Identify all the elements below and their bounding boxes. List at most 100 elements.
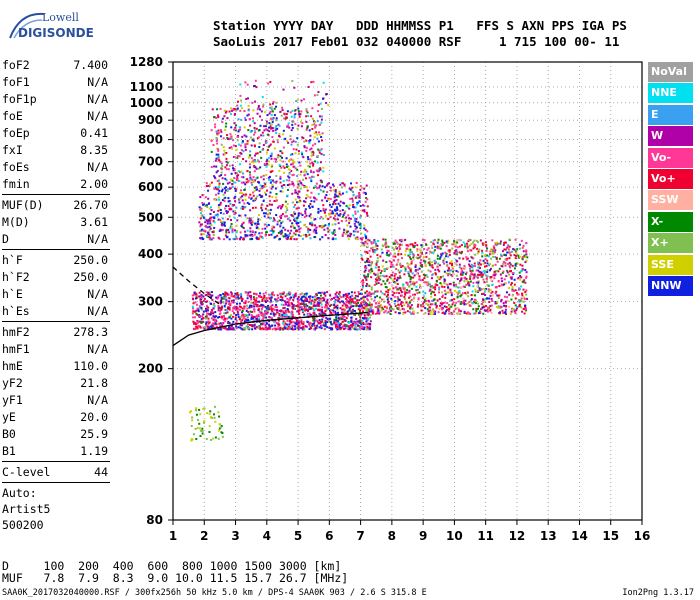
- echo-point: [252, 120, 255, 123]
- echo-point: [323, 299, 326, 302]
- echo-point: [355, 218, 358, 221]
- echo-point: [318, 299, 321, 302]
- echo-point: [409, 248, 412, 251]
- echo-point: [404, 289, 407, 292]
- echo-point: [316, 110, 319, 113]
- echo-point: [416, 244, 419, 247]
- echo-point: [241, 311, 244, 314]
- echo-point: [271, 324, 274, 327]
- echo-point: [468, 260, 471, 263]
- echo-point: [286, 297, 289, 300]
- echo-point: [321, 310, 324, 313]
- echo-point: [241, 307, 244, 310]
- echo-point: [360, 238, 363, 241]
- echo-point: [406, 244, 409, 247]
- echo-point: [355, 182, 358, 185]
- echo-point: [433, 310, 436, 313]
- echo-point: [525, 275, 528, 278]
- echo-point: [468, 244, 471, 247]
- echo-point: [399, 287, 402, 290]
- echo-point: [244, 117, 247, 120]
- echo-point: [230, 172, 233, 175]
- echo-point: [212, 318, 215, 321]
- echo-point: [486, 247, 489, 250]
- echo-point: [441, 252, 444, 255]
- echo-point: [260, 156, 263, 159]
- echo-point: [382, 298, 385, 301]
- echo-point: [204, 196, 207, 199]
- echo-point: [269, 191, 272, 194]
- echo-point: [206, 326, 209, 329]
- echo-point: [238, 155, 241, 158]
- echo-point: [394, 239, 397, 242]
- echo-point: [373, 284, 376, 287]
- echo-point: [270, 299, 273, 302]
- echo-point: [469, 249, 472, 252]
- echo-point: [335, 212, 338, 215]
- echo-point: [224, 291, 227, 294]
- echo-point: [200, 294, 203, 297]
- echo-point: [299, 199, 302, 202]
- echo-point: [296, 300, 299, 303]
- echo-point: [459, 310, 462, 313]
- echo-point: [237, 143, 240, 146]
- echo-point: [335, 195, 338, 198]
- echo-point: [364, 241, 367, 244]
- echo-point: [205, 323, 208, 326]
- echo-point: [347, 234, 350, 237]
- echo-point: [324, 303, 327, 306]
- echo-point: [365, 278, 368, 281]
- echo-point: [227, 200, 230, 203]
- echo-point: [364, 269, 367, 272]
- echo-point: [454, 289, 457, 292]
- echo-point: [454, 243, 457, 246]
- echo-point: [223, 295, 226, 298]
- echo-point: [284, 137, 287, 140]
- echo-point: [294, 152, 297, 155]
- echo-point: [516, 293, 519, 296]
- echo-point: [348, 204, 351, 207]
- echo-point: [411, 272, 414, 275]
- echo-point: [270, 307, 273, 310]
- echo-point: [396, 288, 399, 291]
- echo-point: [205, 219, 208, 222]
- echo-point: [423, 281, 426, 284]
- param-name: foF2: [2, 58, 30, 72]
- echo-point: [231, 147, 234, 150]
- echo-point: [229, 314, 232, 317]
- plot-frame: [172, 61, 643, 521]
- echo-point: [440, 303, 443, 306]
- param-value: 2.00: [80, 177, 108, 191]
- echo-point: [192, 433, 195, 436]
- echo-point: [320, 139, 323, 142]
- station-header: Station YYYY DAY DDD HHMMSS P1 FFS S AXN…: [213, 18, 627, 50]
- echo-point: [483, 281, 486, 284]
- echo-point: [518, 255, 521, 258]
- echo-point: [354, 212, 357, 215]
- echo-point: [233, 167, 236, 170]
- echo-point: [495, 306, 498, 309]
- echo-point: [419, 251, 422, 254]
- echo-point: [376, 295, 379, 298]
- echo-point: [343, 228, 346, 231]
- param-row: MUF(D) 26.70: [2, 197, 110, 214]
- echo-point: [209, 410, 212, 413]
- x-tick-label: 15: [602, 529, 619, 543]
- echo-point: [308, 206, 311, 209]
- echo-point: [333, 303, 336, 306]
- echo-point: [308, 129, 311, 132]
- echo-point: [277, 154, 280, 157]
- echo-point: [202, 326, 205, 329]
- echo-point: [389, 312, 392, 315]
- echo-point: [305, 128, 308, 131]
- echo-point: [332, 217, 335, 220]
- echo-point: [222, 212, 225, 215]
- echo-point: [222, 315, 225, 318]
- echo-point: [304, 306, 307, 309]
- echo-point: [343, 183, 346, 186]
- echo-point: [367, 322, 370, 325]
- echo-point: [467, 311, 470, 314]
- echo-point: [431, 308, 434, 311]
- echo-point: [253, 179, 256, 182]
- echo-point: [313, 120, 316, 123]
